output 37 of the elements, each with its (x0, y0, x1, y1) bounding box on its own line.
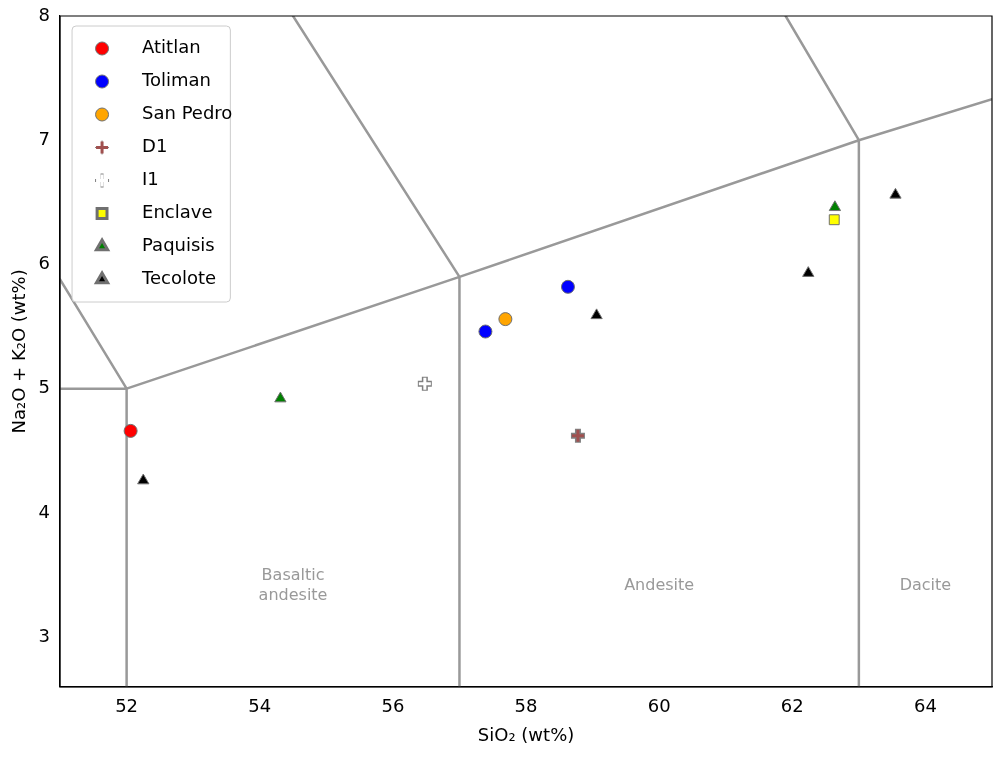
point (274, 391, 287, 403)
y-tick-label: 7 (38, 127, 51, 149)
annotation: Dacite (899, 575, 952, 595)
point (590, 308, 603, 320)
y-tick-label: 4 (38, 500, 51, 522)
point (137, 473, 150, 485)
annotation: Andesite (624, 575, 695, 595)
x-tick-label: 60 (647, 695, 671, 717)
point (828, 214, 840, 226)
x-tick-label: 56 (381, 695, 405, 717)
legend-label: Enclave (142, 201, 213, 223)
legend-label: Atitlan (142, 36, 201, 58)
y-tick-label: 8 (38, 3, 51, 25)
y-tick-label: 3 (38, 624, 51, 646)
legend-label: D1 (142, 135, 168, 157)
x-tick-label: 62 (780, 695, 804, 717)
legend-label: Paquisis (142, 234, 215, 256)
point (498, 312, 513, 327)
legend-label: San Pedro (142, 102, 233, 124)
point (889, 187, 902, 199)
x-axis-title: SiO₂ (wt%) (477, 723, 575, 745)
annotation: Basaltic andesite (258, 565, 328, 605)
point (123, 423, 138, 438)
legend-label: I1 (142, 168, 159, 190)
y-tick-label: 6 (38, 252, 51, 274)
point (802, 266, 815, 277)
point (560, 279, 575, 294)
point (478, 324, 493, 339)
legend-label: Toliman (141, 69, 211, 91)
legend-label: Tecolote (141, 267, 217, 289)
x-tick-label: 52 (115, 695, 139, 717)
point (828, 200, 842, 212)
x-tick-label: 58 (514, 695, 538, 717)
x-tick-label: 64 (913, 695, 937, 717)
y-axis-title: Na₂O + K₂O (wt%) (8, 269, 30, 434)
x-tick-label: 54 (248, 695, 272, 717)
y-tick-label: 5 (38, 376, 51, 398)
